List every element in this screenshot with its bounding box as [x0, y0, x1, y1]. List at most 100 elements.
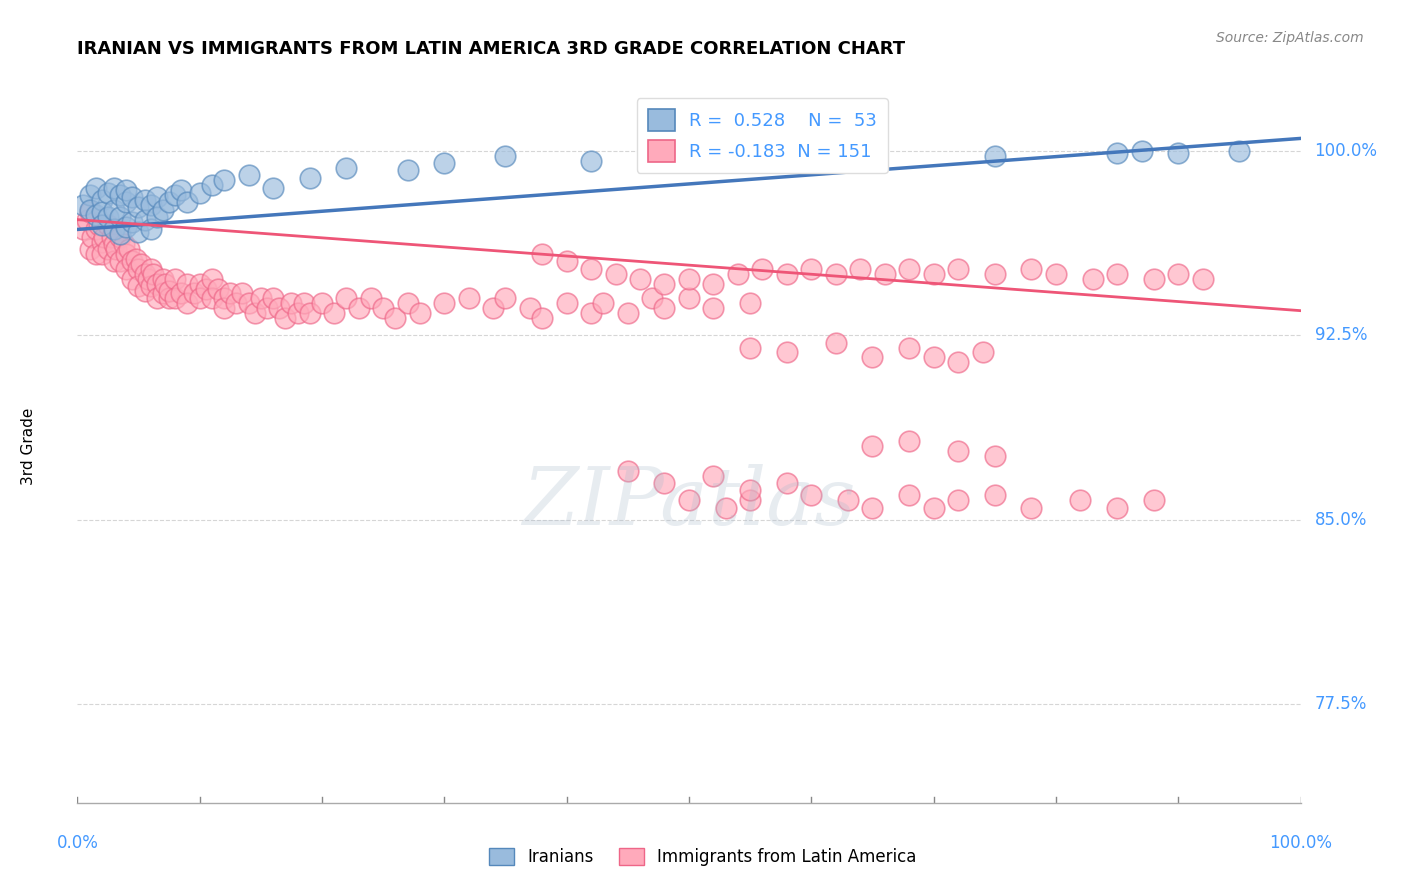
Point: [800, 488, 823, 502]
Point: [678, 146, 700, 161]
Point: [1107, 267, 1129, 281]
Point: [740, 296, 762, 310]
Point: [231, 286, 253, 301]
Point: [579, 153, 602, 168]
Point: [984, 148, 1007, 162]
Point: [100, 230, 122, 244]
Point: [371, 301, 394, 316]
Point: [238, 169, 260, 183]
Point: [103, 254, 125, 268]
Point: [121, 254, 143, 268]
Point: [89, 218, 111, 232]
Point: [298, 170, 321, 185]
Point: [139, 222, 162, 236]
Point: [862, 439, 884, 453]
Point: [152, 286, 174, 301]
Point: [849, 261, 872, 276]
Point: [269, 301, 291, 316]
Point: [103, 180, 125, 194]
Point: [79, 188, 101, 202]
Point: [519, 301, 541, 316]
Point: [1143, 493, 1166, 508]
Point: [188, 277, 211, 291]
Point: [152, 202, 174, 217]
Point: [165, 188, 187, 202]
Point: [531, 311, 554, 326]
Text: 85.0%: 85.0%: [1315, 511, 1367, 529]
Point: [139, 279, 162, 293]
Point: [946, 355, 969, 369]
Point: [946, 444, 969, 458]
Point: [165, 291, 187, 305]
Point: [176, 296, 198, 310]
Point: [97, 186, 120, 200]
Point: [127, 200, 149, 214]
Point: [287, 306, 309, 320]
Point: [898, 488, 921, 502]
Point: [121, 190, 143, 204]
Point: [256, 301, 278, 316]
Point: [115, 219, 138, 234]
Point: [225, 296, 247, 310]
Point: [280, 296, 302, 310]
Point: [347, 301, 370, 316]
Point: [946, 261, 969, 276]
Point: [1081, 271, 1104, 285]
Point: [776, 345, 799, 359]
Point: [201, 291, 224, 305]
Point: [139, 198, 162, 212]
Point: [678, 493, 700, 508]
Point: [157, 195, 180, 210]
Point: [654, 277, 676, 291]
Point: [702, 277, 724, 291]
Point: [125, 252, 148, 266]
Point: [108, 210, 131, 224]
Point: [136, 271, 159, 285]
Point: [134, 193, 156, 207]
Point: [678, 291, 700, 305]
Point: [702, 301, 724, 316]
Point: [118, 242, 141, 256]
Point: [127, 279, 149, 293]
Point: [121, 271, 143, 285]
Text: IRANIAN VS IMMIGRANTS FROM LATIN AMERICA 3RD GRADE CORRELATION CHART: IRANIAN VS IMMIGRANTS FROM LATIN AMERICA…: [77, 40, 905, 58]
Point: [984, 488, 1007, 502]
Point: [103, 222, 125, 236]
Point: [84, 208, 107, 222]
Point: [170, 286, 193, 301]
Point: [146, 291, 169, 305]
Point: [763, 151, 786, 165]
Point: [139, 261, 162, 276]
Point: [176, 195, 198, 210]
Point: [157, 291, 180, 305]
Point: [409, 306, 432, 320]
Point: [862, 144, 884, 158]
Point: [250, 291, 273, 305]
Point: [678, 271, 700, 285]
Point: [654, 301, 676, 316]
Point: [142, 267, 165, 281]
Point: [1107, 146, 1129, 161]
Point: [188, 291, 211, 305]
Point: [824, 267, 846, 281]
Point: [105, 242, 128, 256]
Point: [824, 335, 846, 350]
Point: [97, 242, 120, 256]
Point: [727, 267, 749, 281]
Point: [617, 464, 640, 478]
Point: [702, 468, 724, 483]
Point: [984, 449, 1007, 463]
Point: [714, 500, 737, 515]
Point: [495, 291, 517, 305]
Point: [555, 296, 578, 310]
Point: [898, 434, 921, 448]
Point: [194, 281, 217, 295]
Point: [360, 291, 382, 305]
Point: [80, 230, 103, 244]
Point: [121, 215, 143, 229]
Point: [188, 186, 211, 200]
Text: 77.5%: 77.5%: [1315, 696, 1367, 714]
Point: [323, 306, 346, 320]
Point: [617, 306, 640, 320]
Text: 92.5%: 92.5%: [1315, 326, 1367, 344]
